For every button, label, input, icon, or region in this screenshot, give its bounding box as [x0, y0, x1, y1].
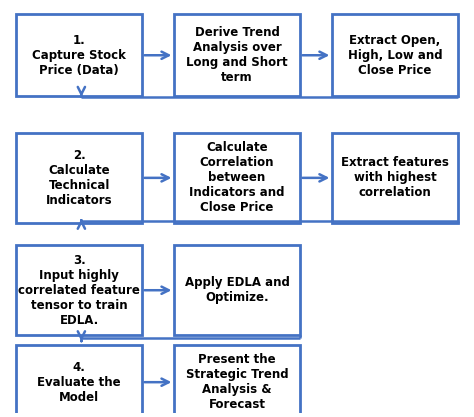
FancyBboxPatch shape	[16, 345, 142, 417]
FancyBboxPatch shape	[16, 14, 142, 96]
Text: 1.
Capture Stock
Price (Data): 1. Capture Stock Price (Data)	[32, 34, 126, 77]
Text: Derive Trend
Analysis over
Long and Short
term: Derive Trend Analysis over Long and Shor…	[186, 26, 288, 84]
FancyBboxPatch shape	[174, 133, 300, 223]
FancyBboxPatch shape	[332, 133, 457, 223]
Text: 2.
Calculate
Technical
Indicators: 2. Calculate Technical Indicators	[46, 149, 112, 207]
Text: 4.
Evaluate the
Model: 4. Evaluate the Model	[37, 361, 121, 404]
Text: 3.
Input highly
correlated feature
tensor to train
EDLA.: 3. Input highly correlated feature tenso…	[18, 254, 140, 327]
Text: Apply EDLA and
Optimize.: Apply EDLA and Optimize.	[184, 276, 290, 304]
Text: Present the
Strategic Trend
Analysis &
Forecast: Present the Strategic Trend Analysis & F…	[186, 353, 288, 411]
FancyBboxPatch shape	[16, 133, 142, 223]
FancyBboxPatch shape	[332, 14, 457, 96]
Text: Calculate
Correlation
between
Indicators and
Close Price: Calculate Correlation between Indicators…	[189, 141, 285, 214]
FancyBboxPatch shape	[174, 14, 300, 96]
FancyBboxPatch shape	[16, 245, 142, 335]
FancyBboxPatch shape	[174, 345, 300, 417]
Text: Extract features
with highest
correlation: Extract features with highest correlatio…	[341, 156, 449, 199]
FancyBboxPatch shape	[174, 245, 300, 335]
Text: Extract Open,
High, Low and
Close Price: Extract Open, High, Low and Close Price	[347, 34, 442, 77]
